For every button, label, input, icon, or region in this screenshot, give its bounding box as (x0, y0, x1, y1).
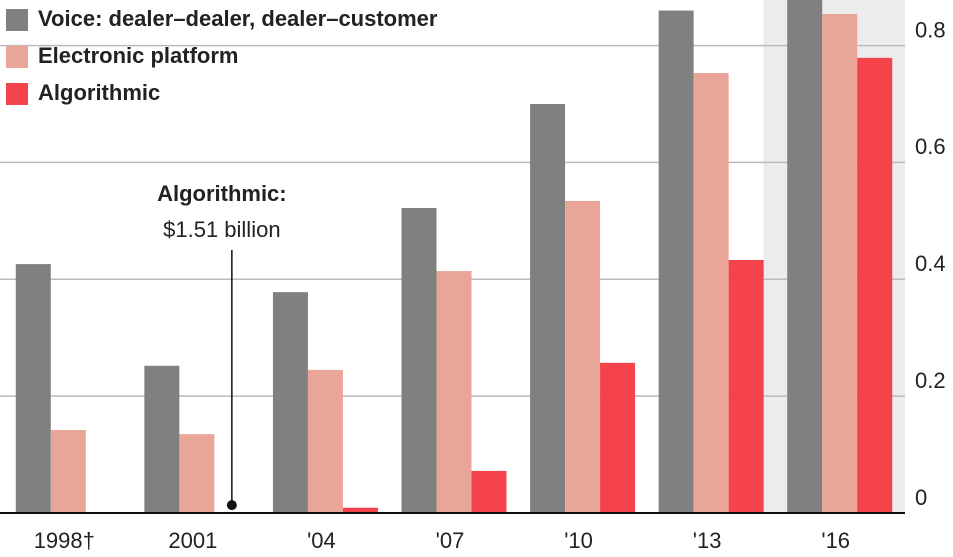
bar (307, 369, 343, 513)
bar (600, 362, 636, 513)
legend-label: Algorithmic (38, 80, 160, 105)
legend-swatch (6, 83, 28, 105)
bar (693, 73, 729, 513)
bar (144, 365, 180, 513)
bar (179, 434, 215, 513)
bar-layer (15, 0, 893, 514)
y-tick-label: 0 (915, 485, 927, 510)
x-tick-label: 2001 (168, 528, 217, 553)
bar (787, 0, 823, 513)
annotation-dot (226, 500, 237, 511)
annotation-text: $1.51 billion (163, 217, 280, 242)
bar (50, 430, 86, 513)
x-tick-label: '16 (821, 528, 850, 553)
y-tick-label: 0.6 (915, 134, 946, 159)
bar (401, 208, 437, 513)
bar (15, 264, 51, 513)
bar (530, 104, 566, 513)
y-tick-label: 0.2 (915, 368, 946, 393)
x-tick-label: 1998† (34, 528, 95, 553)
legend-swatch (6, 46, 28, 68)
bar (822, 14, 858, 514)
bar (565, 200, 601, 513)
legend-swatch (6, 9, 28, 31)
y-tick-label: 0.8 (915, 17, 946, 42)
bar (728, 260, 764, 513)
bar (342, 507, 378, 513)
bar (658, 10, 694, 513)
legend-label: Electronic platform (38, 43, 238, 68)
x-tick-label: '13 (693, 528, 722, 553)
bar (857, 57, 893, 513)
x-tick-label: '04 (307, 528, 336, 553)
x-tick-label: '07 (436, 528, 465, 553)
x-tick-label: '10 (564, 528, 593, 553)
y-tick-label: 0.4 (915, 251, 946, 276)
bar (471, 470, 507, 513)
bar (436, 271, 472, 513)
annotation-title: Algorithmic: (157, 181, 287, 206)
bar (272, 292, 308, 513)
legend-label: Voice: dealer–dealer, dealer–customer (38, 6, 438, 31)
